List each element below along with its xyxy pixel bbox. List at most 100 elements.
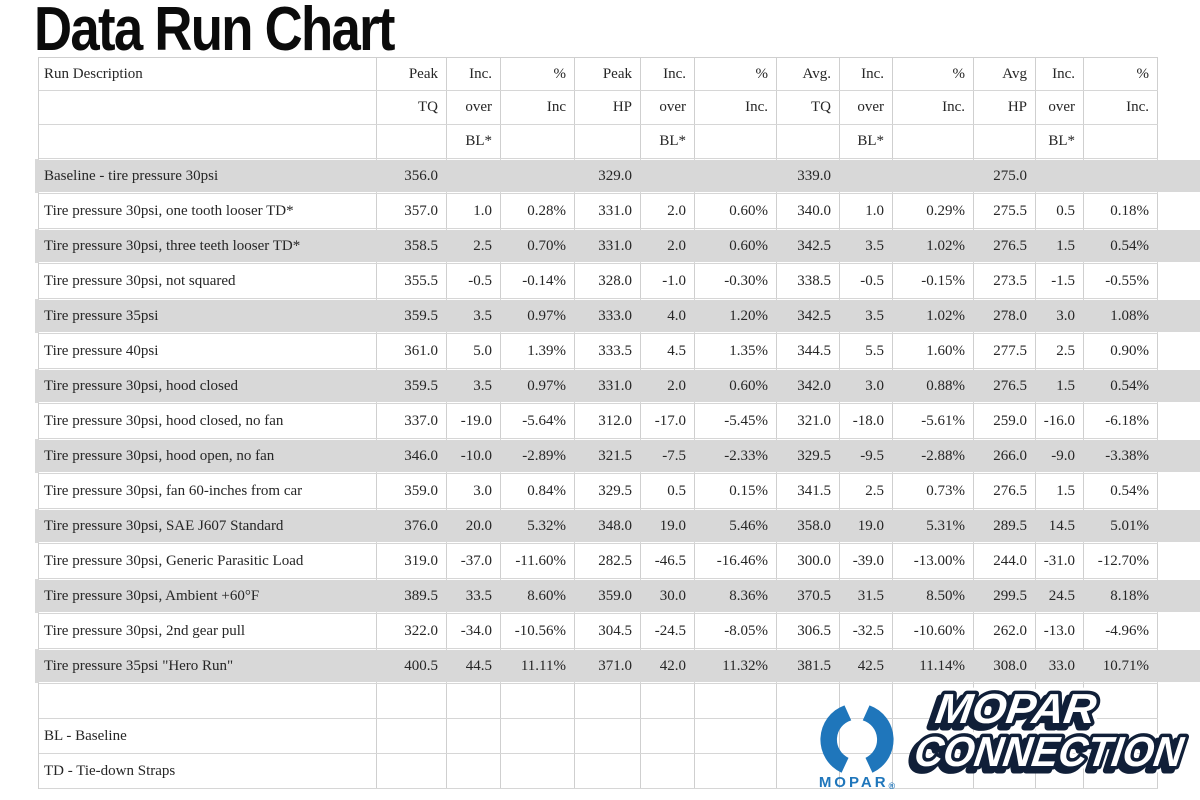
svg-text:MOPAR: MOPAR: [928, 689, 1095, 736]
cell-value: [641, 684, 695, 718]
cell-value: 30.0: [641, 579, 695, 613]
cell-description: Tire pressure 40psi: [39, 334, 377, 368]
table-row: Tire pressure 30psi, not squared 355.5 -0.…: [39, 264, 1158, 299]
cell-value: Inc: [501, 91, 575, 124]
cell-value: 346.0: [377, 439, 447, 473]
cell-value: 0.54%: [1084, 369, 1158, 403]
cell-description: Tire pressure 30psi, Generic Parasitic L…: [39, 544, 377, 578]
cell-value: 0.5: [1036, 194, 1084, 228]
cell-value: %: [893, 58, 974, 90]
cell-value: Inc.: [641, 58, 695, 90]
cell-value: -3.38%: [1084, 439, 1158, 473]
cell-value: 359.0: [575, 579, 641, 613]
cell-value: 44.5: [447, 649, 501, 683]
cell-value: [840, 684, 893, 718]
cell-value: -10.56%: [501, 614, 575, 648]
cell-value: [377, 754, 447, 788]
cell-value: 359.5: [377, 299, 447, 333]
cell-value: 8.60%: [501, 579, 575, 613]
cell-value: [893, 719, 974, 753]
cell-value: [1036, 754, 1084, 788]
cell-value: 8.50%: [893, 579, 974, 613]
cell-value: 340.0: [777, 194, 840, 228]
cell-value: -9.0: [1036, 439, 1084, 473]
cell-value: 0.60%: [695, 229, 777, 263]
cell-value: 338.5: [777, 264, 840, 298]
table-row: Tire pressure 30psi, hood closed 359.5 3.5…: [35, 369, 1200, 404]
cell-value: -5.64%: [501, 404, 575, 438]
cell-description: Tire pressure 30psi, hood closed: [39, 369, 377, 403]
cell-value: 1.5: [1036, 369, 1084, 403]
cell-value: 321.5: [575, 439, 641, 473]
cell-value: -34.0: [447, 614, 501, 648]
page-title: Data Run Chart: [34, 0, 395, 64]
cell-value: 357.0: [377, 194, 447, 228]
cell-value: 5.5: [840, 334, 893, 368]
cell-value: [501, 159, 575, 193]
cell-value: 331.0: [575, 369, 641, 403]
cell-value: [575, 719, 641, 753]
cell-value: %: [501, 58, 575, 90]
table-row: Tire pressure 35psi 359.5 3.5 0.97% 333.0 4.0…: [35, 299, 1200, 334]
cell-value: 329.5: [777, 439, 840, 473]
cell-description: Tire pressure 30psi, one tooth looser TD…: [39, 194, 377, 228]
cell-description: Tire pressure 35psi "Hero Run": [39, 649, 377, 683]
cell-description: Tire pressure 30psi, hood open, no fan: [39, 439, 377, 473]
cell-value: -5.61%: [893, 404, 974, 438]
cell-value: 333.5: [575, 334, 641, 368]
cell-value: Inc.: [1036, 58, 1084, 90]
cell-value: 329.0: [575, 159, 641, 193]
cell-description: Tire pressure 30psi, hood closed, no fan: [39, 404, 377, 438]
table-row: Tire pressure 40psi 361.0 5.0 1.39% 333.5 4.5…: [39, 334, 1158, 369]
cell-value: 0.97%: [501, 299, 575, 333]
cell-description: TD - Tie-down Straps: [39, 754, 377, 788]
cell-value: -2.89%: [501, 439, 575, 473]
cell-value: 356.0: [377, 159, 447, 193]
table-row: Tire pressure 30psi, fan 60-inches from …: [39, 474, 1158, 509]
cell-value: [501, 719, 575, 753]
cell-value: 2.5: [447, 229, 501, 263]
cell-value: 0.5: [641, 474, 695, 508]
table-row: Tire pressure 30psi, SAE J607 Standard 37…: [35, 509, 1200, 544]
cell-description: Tire pressure 30psi, Ambient +60°F: [39, 579, 377, 613]
cell-description: Tire pressure 30psi, fan 60-inches from …: [39, 474, 377, 508]
cell-value: 11.14%: [893, 649, 974, 683]
cell-value: [1084, 684, 1158, 718]
table-row: Tire pressure 30psi, hood closed, no fan…: [39, 404, 1158, 439]
cell-value: -6.18%: [1084, 404, 1158, 438]
cell-value: -7.5: [641, 439, 695, 473]
cell-value: HP: [974, 91, 1036, 124]
cell-value: [1036, 719, 1084, 753]
cell-value: 2.5: [840, 474, 893, 508]
cell-value: 20.0: [447, 509, 501, 543]
cell-value: [447, 684, 501, 718]
cell-value: 278.0: [974, 299, 1036, 333]
cell-value: [893, 159, 974, 193]
cell-value: TQ: [777, 91, 840, 124]
cell-value: [377, 125, 447, 158]
cell-value: 5.0: [447, 334, 501, 368]
cell-value: [447, 719, 501, 753]
cell-value: -46.5: [641, 544, 695, 578]
cell-value: 8.36%: [695, 579, 777, 613]
cell-value: [893, 125, 974, 158]
mopar-m-icon: [820, 705, 894, 773]
cell-description: Tire pressure 30psi, three teeth looser …: [39, 229, 377, 263]
cell-value: 1.08%: [1084, 299, 1158, 333]
cell-value: 328.0: [575, 264, 641, 298]
cell-value: -31.0: [1036, 544, 1084, 578]
cell-value: 2.0: [641, 229, 695, 263]
header-row: TQ over Inc HP over Inc. TQ over Inc. HP over Inc.: [39, 91, 1158, 125]
cell-value: [575, 754, 641, 788]
cell-value: 5.46%: [695, 509, 777, 543]
cell-value: -39.0: [840, 544, 893, 578]
cell-value: 348.0: [575, 509, 641, 543]
cell-value: 337.0: [377, 404, 447, 438]
table-row: Tire pressure 30psi, Generic Parasitic L…: [39, 544, 1158, 579]
cell-value: 0.29%: [893, 194, 974, 228]
cell-value: 8.18%: [1084, 579, 1158, 613]
cell-value: Peak: [377, 58, 447, 90]
cell-value: 3.0: [447, 474, 501, 508]
cell-value: 33.5: [447, 579, 501, 613]
table-row: Baseline - tire pressure 30psi 356.0 329.0…: [35, 159, 1200, 194]
